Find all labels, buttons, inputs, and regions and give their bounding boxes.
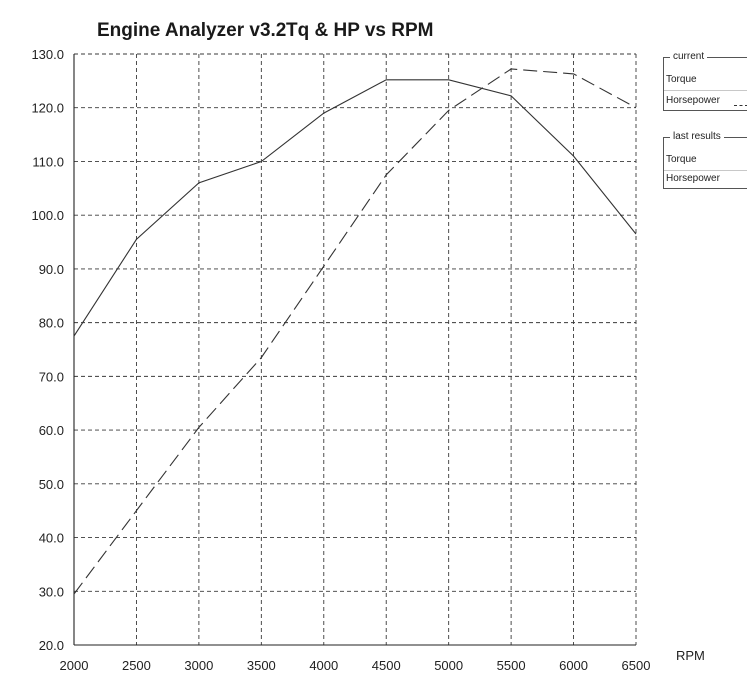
x-tick-label: 3500 — [247, 658, 276, 673]
y-tick-label: 20.0 — [39, 638, 64, 653]
y-tick-label: 120.0 — [31, 101, 64, 116]
x-tick-label: 3000 — [184, 658, 213, 673]
x-tick-label: 6500 — [622, 658, 651, 673]
y-tick-label: 100.0 — [31, 208, 64, 223]
legend-current-separator — [664, 90, 747, 91]
legend-last-horsepower-label: Horsepower — [666, 173, 720, 184]
y-tick-label: 70.0 — [39, 369, 64, 384]
y-tick-label: 40.0 — [39, 531, 64, 546]
y-tick-label: 130.0 — [31, 47, 64, 62]
legend-last-torque-label: Torque — [666, 154, 697, 165]
y-tick-label: 30.0 — [39, 584, 64, 599]
series-line-horsepower — [73, 68, 637, 595]
legend-last-results-title: last results — [670, 131, 724, 143]
series-line-torque — [73, 79, 637, 337]
x-tick-label: 5000 — [434, 658, 463, 673]
y-tick-label: 50.0 — [39, 477, 64, 492]
y-tick-label: 90.0 — [39, 262, 64, 277]
x-tick-label: 5500 — [497, 658, 526, 673]
x-axis-label: RPM — [676, 648, 705, 663]
legend-current-torque-label: Torque — [666, 74, 697, 85]
chart-title: Tq & HP vs RPM — [286, 20, 434, 41]
x-tick-label: 2000 — [60, 658, 89, 673]
x-tick-label: 4500 — [372, 658, 401, 673]
app-title: Engine Analyzer v3.2 — [97, 20, 287, 41]
legend-current-horsepower-label: Horsepower — [666, 95, 720, 106]
legend-last-separator — [664, 170, 747, 171]
y-tick-label: 110.0 — [32, 154, 64, 169]
legend-current-title: current — [670, 51, 708, 63]
legend-last-results: last results Torque Horsepower — [663, 131, 747, 189]
y-tick-label: 80.0 — [39, 316, 64, 331]
y-tick-label: 60.0 — [39, 423, 64, 438]
legend-current-horsepower-swatch — [734, 105, 747, 106]
x-tick-label: 2500 — [122, 658, 151, 673]
x-tick-label: 4000 — [309, 658, 338, 673]
legend-current: current Torque Horsepower — [663, 51, 747, 111]
x-tick-label: 6000 — [559, 658, 588, 673]
